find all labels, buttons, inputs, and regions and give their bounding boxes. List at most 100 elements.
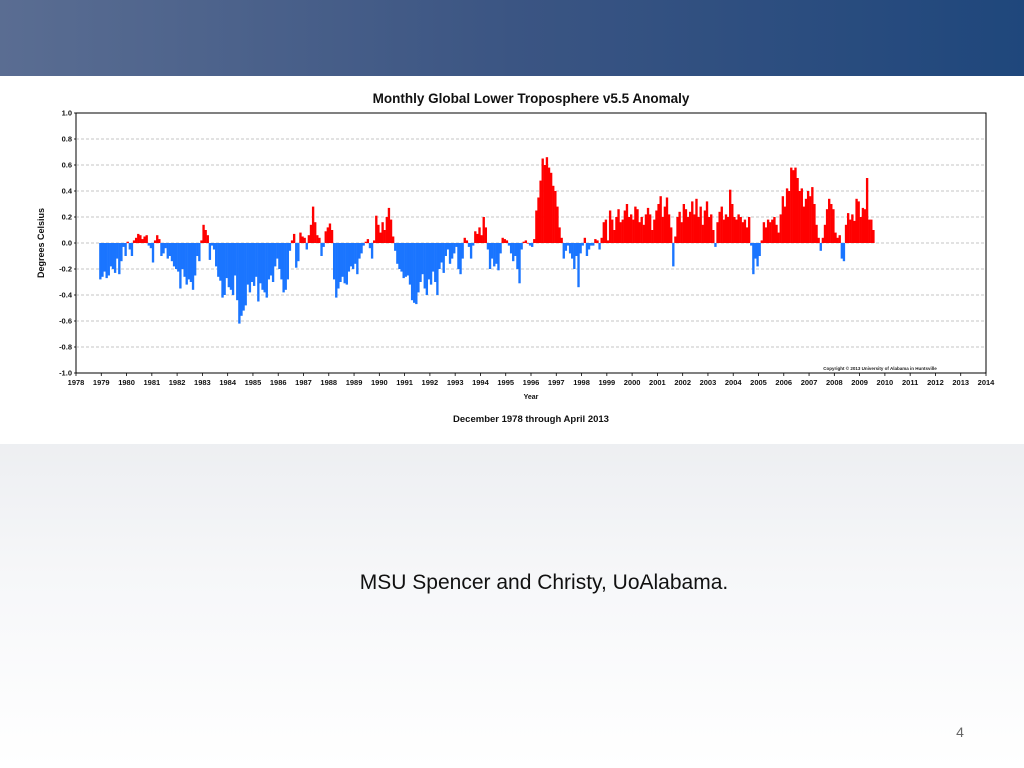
- x-tick-label: 1994: [472, 378, 490, 387]
- anomaly-bar: [729, 189, 732, 243]
- anomaly-bar: [855, 198, 858, 243]
- anomaly-bar: [558, 227, 561, 243]
- anomaly-bar: [413, 243, 416, 303]
- anomaly-bar: [840, 243, 844, 259]
- anomaly-bar: [330, 230, 334, 243]
- anomaly-bar: [535, 210, 538, 243]
- anomaly-bar: [431, 243, 435, 272]
- anomaly-bar: [99, 243, 102, 280]
- anomaly-bar: [758, 243, 761, 256]
- anomaly-bar: [419, 243, 422, 282]
- x-tick-label: 1979: [93, 378, 110, 387]
- anomaly-bar: [779, 214, 782, 243]
- anomaly-bar: [474, 231, 477, 243]
- anomaly-bar: [370, 243, 374, 259]
- x-tick-label: 2006: [775, 378, 792, 387]
- anomaly-bar: [543, 165, 546, 243]
- anomaly-bar: [326, 227, 330, 243]
- anomaly-bar: [619, 222, 622, 243]
- anomaly-bar: [347, 243, 351, 272]
- anomaly-bar: [343, 243, 346, 284]
- x-tick-label: 2005: [750, 378, 767, 387]
- anomaly-bar: [305, 243, 308, 250]
- anomaly-bar: [735, 219, 738, 243]
- anomaly-bar: [147, 243, 150, 246]
- anomaly-bar: [238, 243, 241, 324]
- anomaly-bar: [771, 219, 774, 243]
- anomaly-bar: [623, 210, 627, 243]
- anomaly-bar: [554, 191, 557, 243]
- anomaly-bar: [417, 243, 420, 293]
- anomaly-bar: [288, 243, 292, 251]
- anomaly-bar: [349, 243, 353, 267]
- anomaly-bar: [682, 204, 686, 243]
- anomaly-bar: [267, 243, 271, 280]
- anomaly-bar: [663, 206, 667, 243]
- y-tick-label: 0.8: [62, 135, 72, 144]
- anomaly-bar: [396, 243, 399, 264]
- anomaly-bar: [248, 243, 252, 293]
- anomaly-bar: [505, 240, 509, 243]
- anomaly-bar: [815, 224, 818, 243]
- anomaly-bar: [101, 243, 104, 277]
- anomaly-bar: [160, 243, 163, 256]
- x-tick-label: 2010: [877, 378, 894, 387]
- anomaly-bar: [507, 243, 511, 246]
- anomaly-bar: [210, 243, 214, 246]
- anomaly-bar: [341, 243, 344, 277]
- anomaly-bar: [560, 237, 563, 243]
- x-tick-label: 2003: [700, 378, 717, 387]
- anomaly-bar: [796, 178, 799, 243]
- anomaly-bar: [804, 198, 808, 243]
- anomaly-bar: [269, 243, 273, 276]
- anomaly-bar: [295, 243, 298, 268]
- anomaly-bar: [364, 241, 367, 243]
- x-tick-label: 1987: [295, 378, 312, 387]
- anomaly-bar: [332, 243, 336, 280]
- anomaly-bar: [200, 240, 203, 243]
- anomaly-bar: [316, 235, 319, 243]
- anomaly-bar: [830, 204, 833, 243]
- anomaly-bar: [351, 243, 355, 269]
- x-tick-label: 2013: [952, 378, 969, 387]
- anomaly-bar: [630, 214, 633, 243]
- anomaly-bar: [360, 243, 363, 254]
- anomaly-bar: [368, 243, 372, 249]
- anomaly-bar: [478, 227, 481, 243]
- anomaly-bar: [227, 243, 231, 288]
- anomaly-bar: [383, 230, 386, 243]
- y-tick-label: 0.6: [62, 161, 72, 170]
- anomaly-bar: [130, 243, 134, 256]
- anomaly-bar: [322, 243, 325, 247]
- anomaly-bar: [375, 215, 378, 243]
- anomaly-bar: [611, 219, 614, 243]
- anomaly-bar: [556, 206, 559, 243]
- anomaly-bar: [608, 210, 612, 243]
- anomaly-bar: [103, 243, 106, 272]
- anomaly-bar: [872, 230, 875, 243]
- anomaly-bar: [638, 222, 641, 243]
- anomaly-bar: [189, 243, 193, 282]
- anomaly-bar: [697, 217, 700, 243]
- anomaly-bar: [615, 217, 618, 243]
- anomaly-bar: [385, 217, 389, 243]
- anomaly-bar: [524, 240, 528, 243]
- anomaly-bar: [514, 243, 517, 256]
- anomaly-bar: [168, 243, 172, 256]
- anomaly-bar: [187, 243, 190, 280]
- anomaly-bar: [844, 224, 848, 243]
- anomaly-bar: [653, 219, 656, 243]
- anomaly-bar: [204, 230, 207, 243]
- anomaly-bar: [109, 243, 113, 267]
- anomaly-bar: [587, 243, 591, 250]
- anomaly-bar: [754, 243, 757, 259]
- anomaly-bar: [802, 206, 806, 243]
- anomaly-bar: [132, 240, 136, 243]
- anomaly-bar: [124, 243, 127, 256]
- anomaly-bar: [166, 243, 169, 259]
- anomaly-bar: [141, 239, 144, 243]
- anomaly-bar: [156, 235, 159, 243]
- slide-caption: MSU Spencer and Christy, UoAlabama.: [359, 571, 729, 594]
- anomaly-bar: [821, 237, 825, 243]
- anomaly-bar: [113, 243, 117, 273]
